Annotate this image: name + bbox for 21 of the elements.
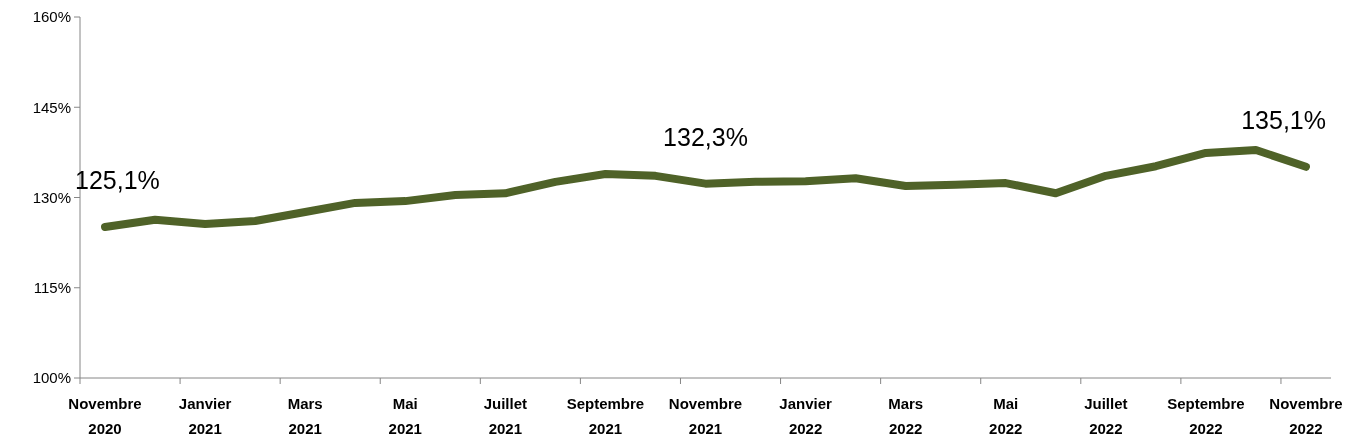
x-tick-label: Juillet 2022 bbox=[1084, 395, 1128, 437]
x-tick-label: Septembre 2021 bbox=[566, 395, 645, 437]
y-tick-label: 160% bbox=[32, 8, 71, 26]
x-tick-label: Novembre 2020 bbox=[68, 395, 142, 437]
x-tick-label: Mars 2022 bbox=[888, 395, 924, 437]
x-tick-label: Mai 2021 bbox=[388, 395, 422, 437]
y-tick-label: 100% bbox=[32, 369, 71, 387]
data-label: 125,1% bbox=[75, 165, 160, 194]
x-tick-label: Septembre 2022 bbox=[1167, 395, 1245, 437]
x-tick-label: Janvier 2022 bbox=[779, 395, 833, 437]
x-tick-label: Juillet 2021 bbox=[483, 395, 528, 437]
x-tick-label: Janvier 2021 bbox=[178, 395, 232, 437]
x-tick-label: Novembre 2022 bbox=[1269, 395, 1343, 437]
data-label: 135,1% bbox=[1241, 105, 1326, 134]
y-tick-label: 115% bbox=[33, 279, 71, 296]
x-tick-label: Novembre 2021 bbox=[668, 395, 743, 437]
data-label: 132,3% bbox=[663, 122, 748, 151]
x-tick-label: Mai 2022 bbox=[989, 395, 1023, 437]
x-tick-label: Mars 2021 bbox=[287, 395, 323, 437]
y-tick-label: 145% bbox=[32, 98, 71, 116]
y-tick-label: 130% bbox=[32, 188, 71, 206]
